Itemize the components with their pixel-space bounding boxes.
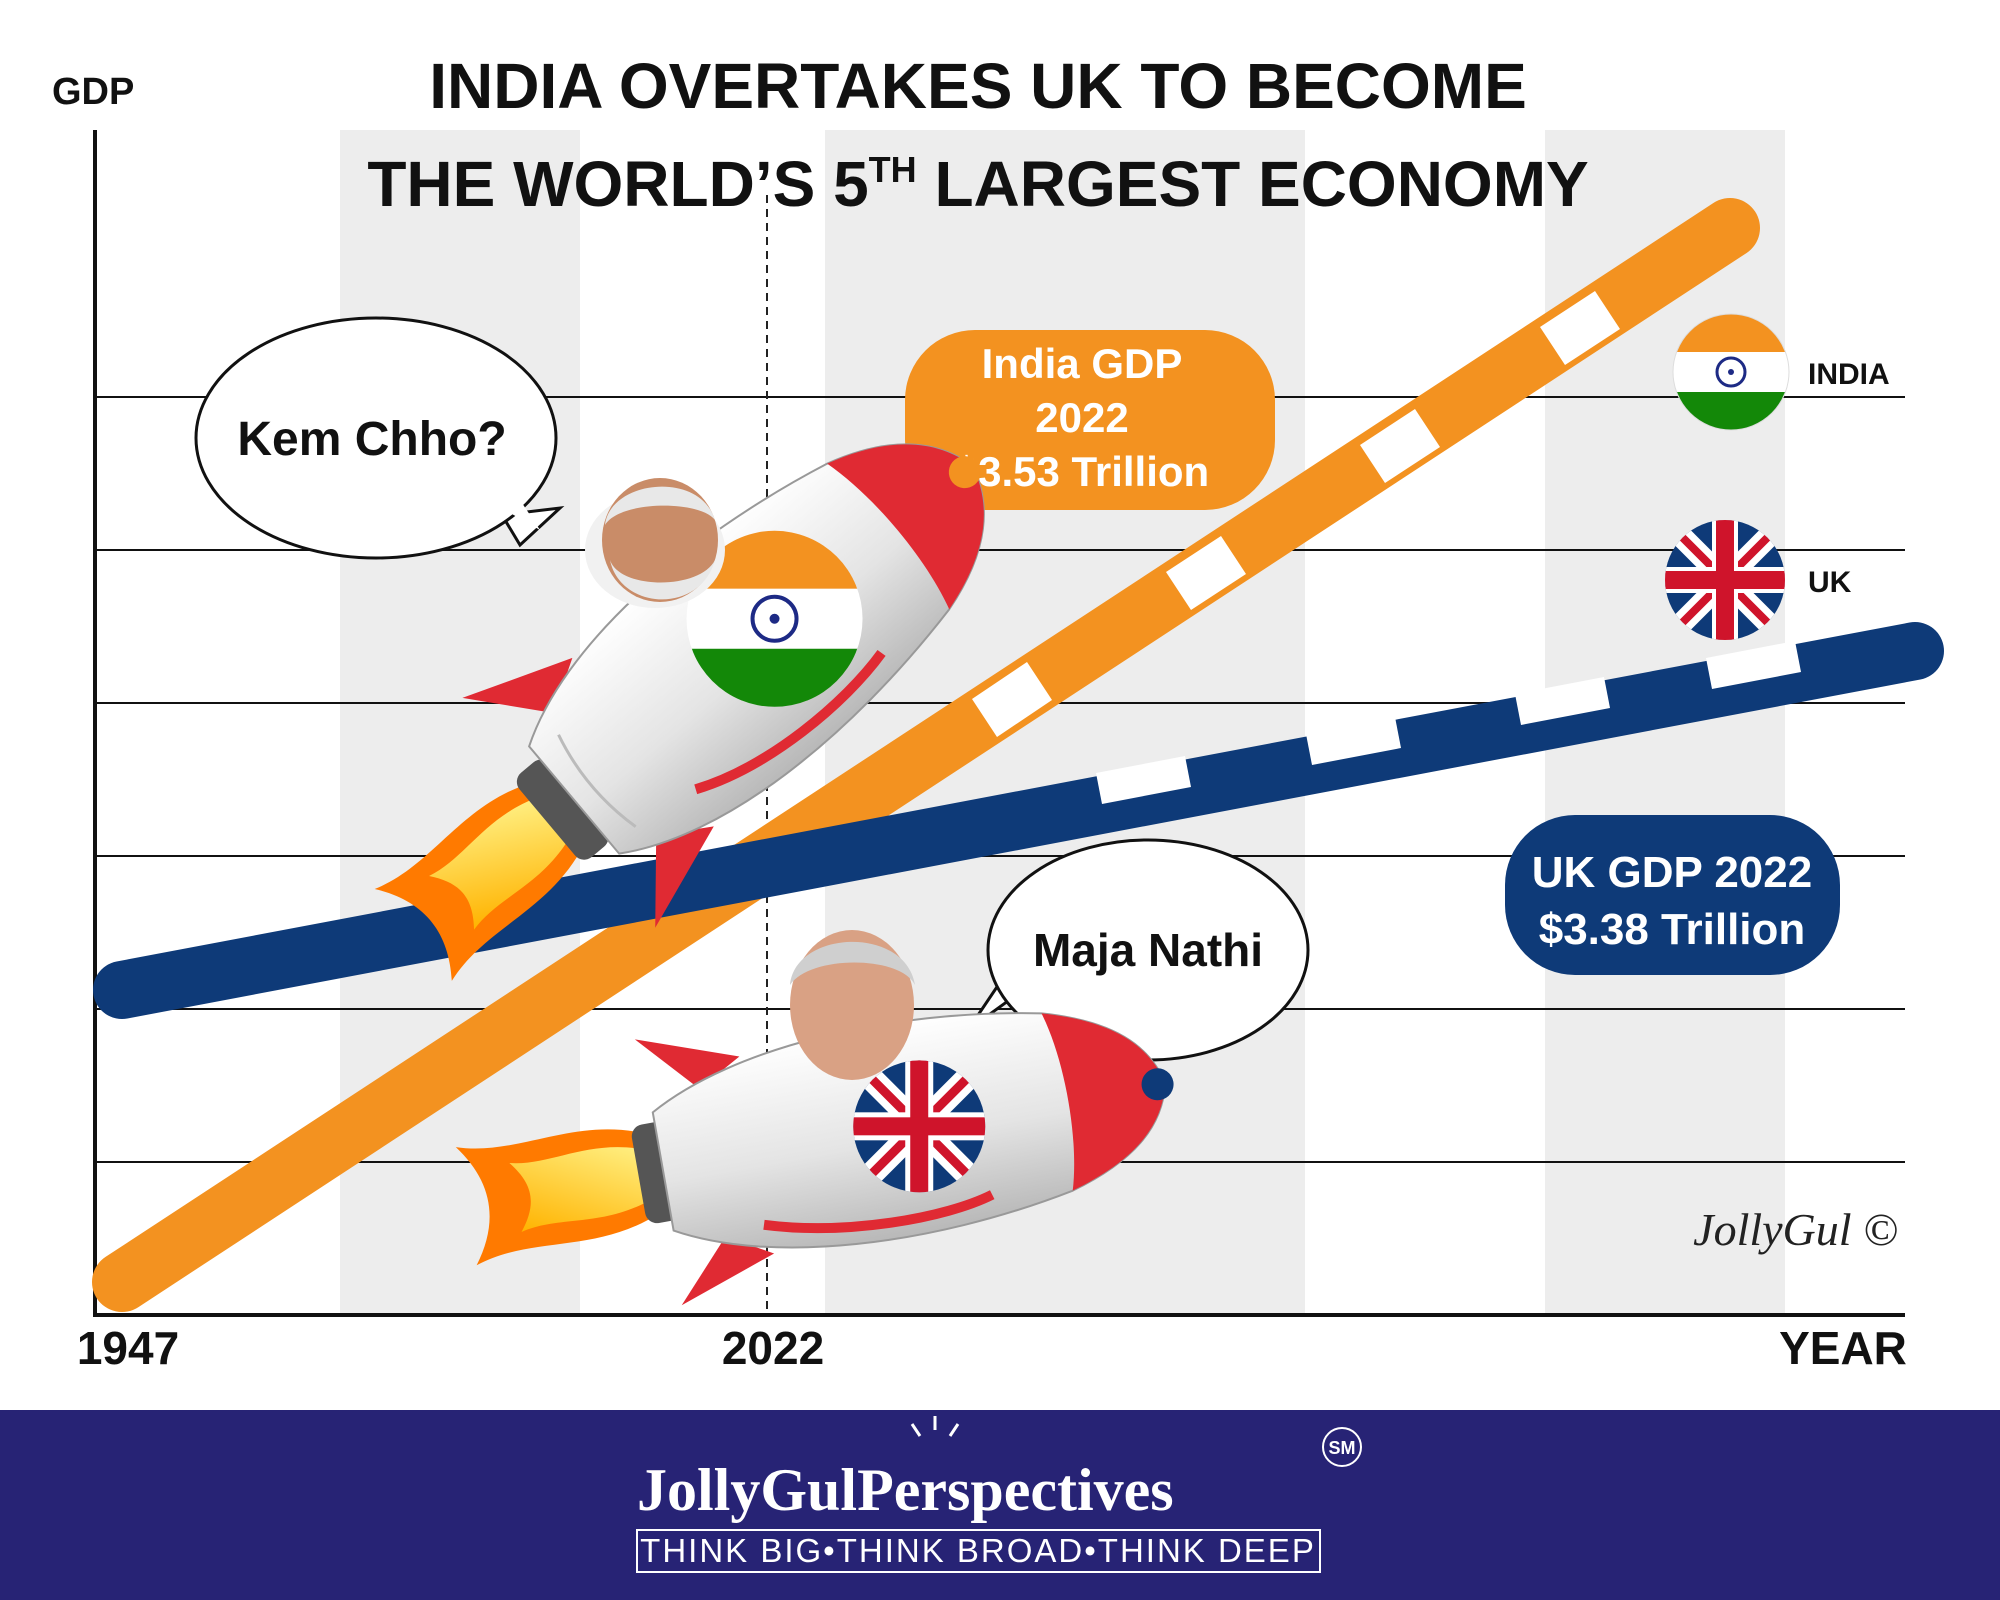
- india-callout-line-2: 2022: [1035, 394, 1128, 441]
- uk-speech-bubble: Maja Nathi: [966, 838, 1310, 1062]
- uk-gdp-line: [93, 622, 1944, 1019]
- title-line-1: INDIA OVERTAKES UK TO BECOME: [429, 50, 1527, 122]
- uk-bubble-text: Maja Nathi: [1033, 924, 1263, 976]
- lightbulb-icon: [910, 1416, 960, 1437]
- legend-india: INDIA: [1672, 313, 1890, 431]
- ashoka-chakra-icon: [750, 594, 799, 643]
- y-axis-label: GDP: [52, 71, 134, 113]
- footer-banner: JollyGulPerspectives SM THINK BIG•THINK …: [0, 1410, 2000, 1600]
- india-callout-line-1: India GDP: [982, 340, 1183, 387]
- india-gdp-line: [92, 198, 1760, 1312]
- uk-flag-icon: [1665, 520, 1785, 640]
- india-flame-icon: [374, 782, 585, 981]
- x-tick-2022: 2022: [722, 1322, 824, 1374]
- service-mark: SM: [1329, 1438, 1356, 1458]
- jollygul-signature: JollyGul ©: [1693, 1204, 1898, 1255]
- india-speech-bubble: Kem Chho?: [194, 316, 565, 560]
- india-bubble-text: Kem Chho?: [237, 413, 506, 466]
- x-axis-label: YEAR: [1779, 1322, 1907, 1374]
- india-callout-line-3: $3.53 Trillion: [955, 448, 1209, 495]
- uk-rocket-flag: [853, 1060, 986, 1193]
- legend-uk: UK: [1665, 520, 1852, 640]
- uk-line-dashes: [1096, 641, 1801, 804]
- uk-rocket-icon: [455, 1012, 1174, 1306]
- uk-flame-icon: [455, 1129, 661, 1266]
- title-line-2: THE WORLD’S 5TH LARGEST ECONOMY: [367, 148, 1588, 220]
- uk-pilot: [790, 930, 915, 1080]
- uk-callout-line-1: UK GDP 2022: [1532, 848, 1812, 897]
- india-line-dashes: [972, 291, 1620, 737]
- chart-title: INDIA OVERTAKES UK TO BECOME THE WORLD’S…: [367, 50, 1588, 220]
- axes: [93, 130, 1905, 1317]
- uk-callout-line-2: $3.38 Trillion: [1539, 905, 1806, 954]
- x-tick-1947: 1947: [77, 1322, 179, 1374]
- legend-india-label: INDIA: [1808, 358, 1890, 391]
- footer-brand: JollyGulPerspectives: [637, 1457, 1174, 1523]
- legend-uk-label: UK: [1808, 566, 1852, 599]
- india-gdp-callout: India GDP 2022 $3.53 Trillion: [905, 330, 1275, 510]
- india-pilot: [585, 478, 725, 608]
- uk-gdp-callout: UK GDP 2022 $3.38 Trillion: [1505, 815, 1840, 975]
- footer-tagline: THINK BIG•THINK BROAD•THINK DEEP: [640, 1532, 1316, 1569]
